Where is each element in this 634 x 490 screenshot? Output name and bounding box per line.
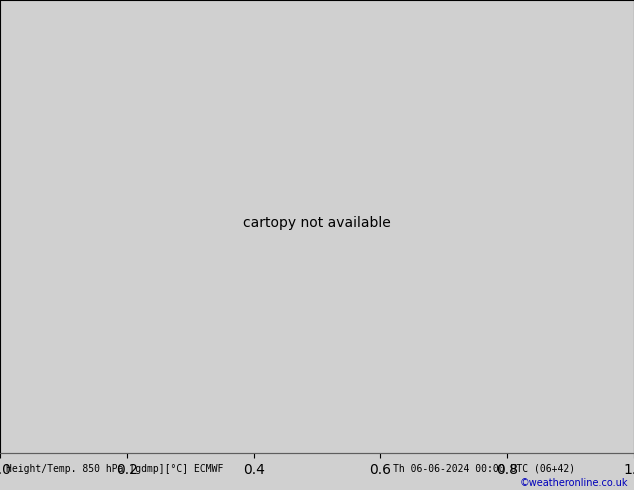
Text: Th 06-06-2024 00:00 UTC (06+42): Th 06-06-2024 00:00 UTC (06+42) xyxy=(393,464,575,473)
Text: ©weatheronline.co.uk: ©weatheronline.co.uk xyxy=(519,478,628,488)
Text: Height/Temp. 850 hPa [gdmp][°C] ECMWF: Height/Temp. 850 hPa [gdmp][°C] ECMWF xyxy=(6,464,224,473)
Text: cartopy not available: cartopy not available xyxy=(243,216,391,230)
